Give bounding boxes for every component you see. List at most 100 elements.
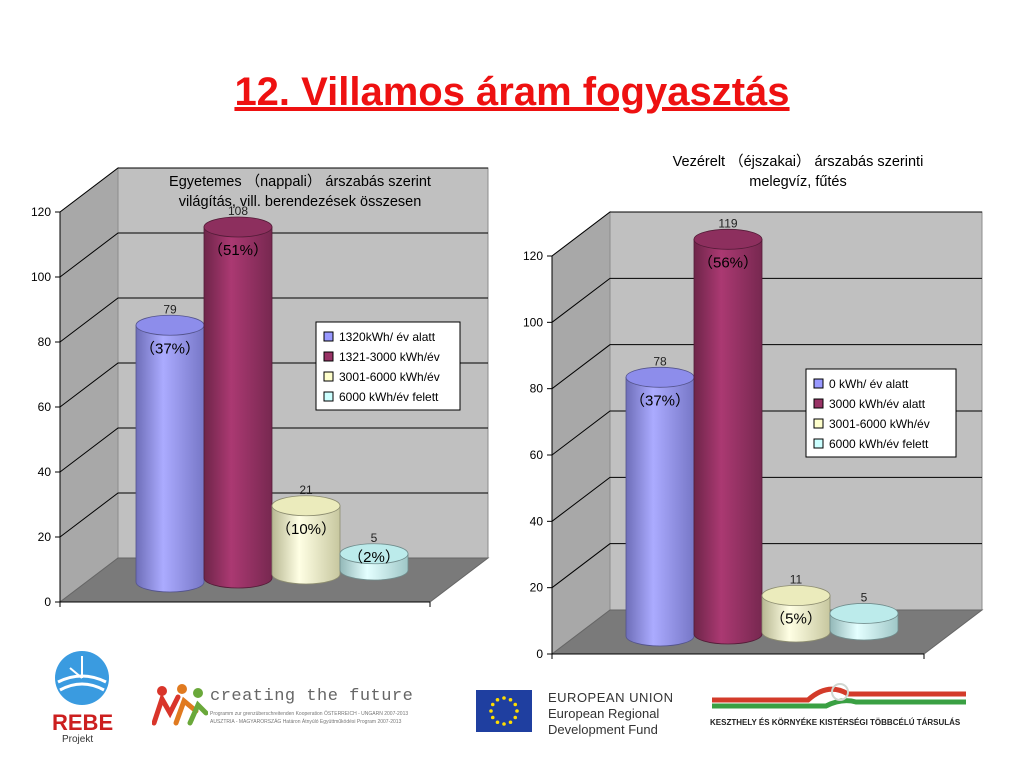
rebe-logo-subtext: Projekt — [62, 734, 94, 745]
value-label: 21 — [299, 483, 313, 497]
percent-label: （10%） — [276, 521, 336, 538]
legend-swatch — [323, 371, 334, 382]
eu-star — [490, 702, 495, 707]
eu-line-3: Development Fund — [548, 722, 658, 737]
legend-label: 6000 kWh/év felett — [829, 437, 929, 451]
value-label: 11 — [790, 573, 803, 587]
legend-swatch — [813, 398, 824, 409]
eu-star — [502, 696, 506, 700]
gridline — [551, 277, 982, 323]
y-tick-label: 60 — [38, 400, 52, 414]
eu-star — [495, 720, 500, 725]
y-tick-label: 100 — [31, 270, 51, 284]
eu-line-2: European Regional — [548, 706, 660, 721]
legend-swatch — [813, 418, 824, 429]
chart-title-line: melegvíz, fűtés — [749, 174, 847, 190]
y-tick-label: 40 — [530, 514, 544, 528]
eu-star — [502, 722, 506, 726]
legend-label: 3001-6000 kWh/év — [339, 370, 440, 384]
keszthely-wave-icon — [712, 683, 966, 709]
value-label: 119 — [718, 216, 737, 230]
bar-top — [829, 603, 899, 624]
bar-body — [135, 324, 205, 593]
value-label: 5 — [861, 590, 868, 604]
bar-top — [625, 366, 695, 388]
y-tick-label: 120 — [31, 205, 51, 219]
ctf-line-1: Programm zur grenzüberschreitenden Koope… — [210, 711, 409, 717]
rebe-globe-icon — [55, 651, 109, 705]
legend-label: 3000 kWh/év alatt — [829, 397, 926, 411]
ctf-line-2: AUSZTRIA - MAGYARORSZÁG Határon Átnyúló … — [210, 719, 402, 725]
bar-body — [203, 226, 273, 589]
eu-star — [489, 709, 493, 713]
legend-box — [805, 368, 957, 458]
gridline — [59, 297, 488, 343]
percent-label: （37%） — [140, 340, 200, 357]
eu-line-1: EUROPEAN UNION — [548, 690, 674, 705]
legend-label: 0 kWh/ év alatt — [829, 377, 909, 391]
bar-body — [271, 505, 341, 585]
bar-top — [339, 543, 409, 565]
bar-top — [761, 585, 831, 606]
bar-top — [271, 495, 341, 517]
value-label: 79 — [163, 302, 177, 316]
percent-label: （37%） — [630, 392, 690, 409]
eu-flag-icon — [476, 690, 532, 732]
percent-label: （2%） — [348, 549, 400, 566]
value-label: 5 — [371, 531, 378, 545]
value-label: 108 — [228, 204, 248, 218]
eu-star — [508, 720, 513, 725]
legend-box — [315, 321, 461, 411]
rebe-logo-text: REBE — [52, 710, 114, 735]
y-tick-label: 0 — [44, 595, 51, 609]
gridline — [59, 427, 488, 473]
gridline — [551, 211, 982, 257]
eu-star — [515, 709, 519, 713]
percent-label: （5%） — [770, 611, 822, 628]
legend-label: 1321-3000 kWh/év — [339, 350, 440, 364]
value-label: 78 — [653, 354, 667, 368]
y-tick-label: 120 — [523, 249, 543, 263]
eu-star — [513, 702, 518, 707]
percent-label: （56%） — [698, 254, 758, 271]
bar-top — [693, 228, 763, 250]
creating-the-future-logo: creating the future Programm zur grenzüb… — [151, 683, 452, 733]
legend-swatch — [813, 438, 824, 449]
eu-star — [508, 697, 513, 702]
gridline — [59, 167, 488, 213]
chart-title-line: Vezérelt （éjszakai） árszabás szerinti — [673, 153, 924, 170]
gridline — [551, 543, 982, 589]
chart-title-line: Egyetemes （nappali） árszabás szerint — [169, 173, 431, 190]
legend-label: 6000 kWh/év felett — [339, 390, 439, 404]
slide-title-wrap: 12. Villamos áram fogyasztás — [0, 70, 1024, 115]
bar-top — [203, 216, 273, 238]
eu-star — [490, 715, 495, 720]
gridline — [551, 476, 982, 522]
legend-label: 1320kWh/ év alatt — [339, 330, 436, 344]
y-tick-label: 60 — [530, 448, 544, 462]
slide-title: 12. Villamos áram fogyasztás — [234, 70, 790, 114]
bar-body — [761, 595, 831, 643]
percent-label: （51%） — [208, 242, 268, 259]
chart-title-line: világítás, vill. berendezések összesen — [179, 194, 422, 210]
keszthely-text: KESZTHELY ÉS KÖRNYÉKE KISTÉRSÉGI TÖBBCÉL… — [710, 718, 961, 727]
legend-swatch — [323, 331, 334, 342]
y-tick-label: 20 — [38, 530, 52, 544]
legend-label: 3001-6000 kWh/év — [829, 417, 930, 431]
gridline — [59, 232, 488, 278]
eu-star — [495, 697, 500, 702]
eu-logo: EUROPEAN UNION European Regional Develop… — [476, 690, 686, 740]
rebe-logo: REBE Projekt — [48, 648, 120, 748]
bar-body — [693, 238, 763, 645]
keszthely-logo: KESZTHELY ÉS KÖRNYÉKE KISTÉRSÉGI TÖBBCÉL… — [708, 680, 978, 740]
gridline — [551, 344, 982, 390]
y-tick-label: 80 — [530, 382, 544, 396]
y-tick-label: 40 — [38, 465, 52, 479]
eu-star — [513, 715, 518, 720]
legend-swatch — [323, 391, 334, 402]
y-tick-label: 80 — [38, 335, 52, 349]
y-tick-label: 20 — [530, 581, 544, 595]
legend-swatch — [813, 378, 824, 389]
